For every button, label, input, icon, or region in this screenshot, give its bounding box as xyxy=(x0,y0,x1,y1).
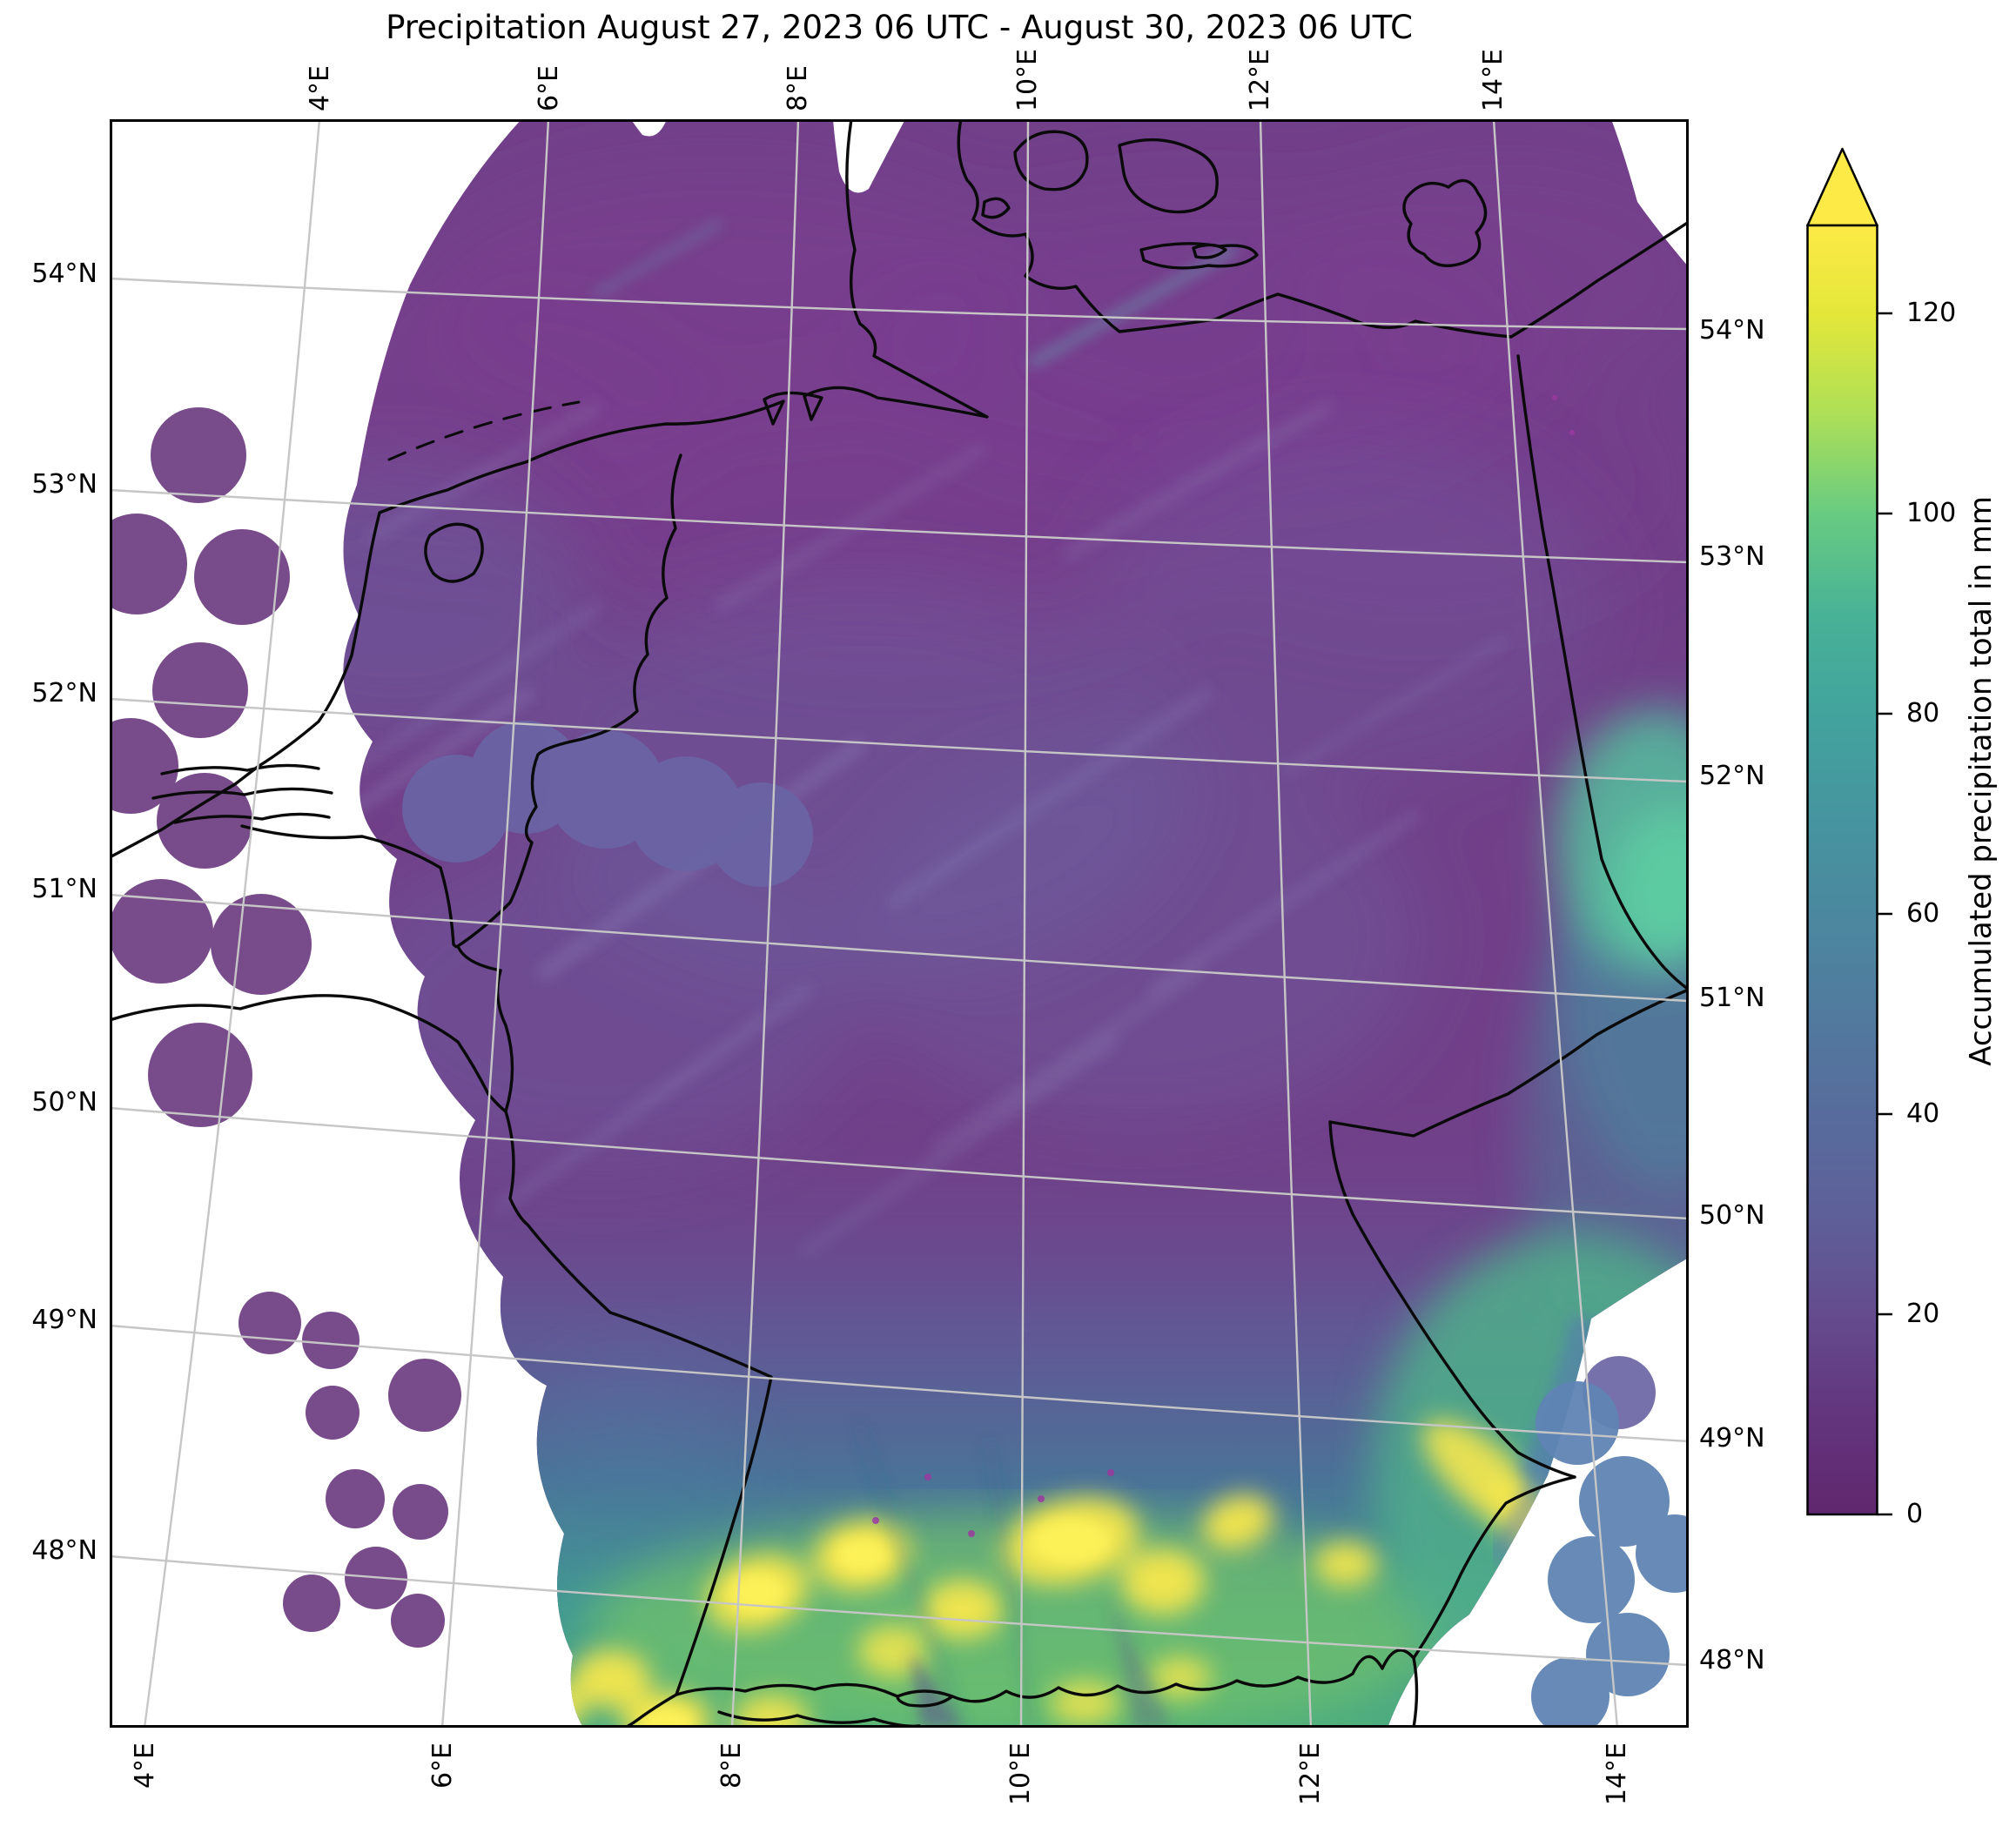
lat-label-right: 52°N xyxy=(1699,761,1765,791)
be-nl-border xyxy=(240,824,460,949)
ijsselmeer xyxy=(424,522,484,583)
colorbar-tick-label: 0 xyxy=(1906,1499,1924,1529)
nl-de-border xyxy=(456,453,682,972)
lon-label-bottom: 12°E xyxy=(1295,1742,1326,1806)
lon-label-top: 12°E xyxy=(1245,48,1275,111)
wadden-islands-dashed xyxy=(387,400,581,461)
ruegen-island xyxy=(1402,178,1488,267)
colorbar-tick-label: 100 xyxy=(1906,498,1957,528)
lat-label-left: 49°N xyxy=(31,1305,97,1335)
colorbar-gradient-bar xyxy=(1806,224,1878,1516)
lat-label-right: 51°N xyxy=(1699,983,1765,1013)
lat-label-right: 49°N xyxy=(1699,1423,1765,1454)
lon-label-bottom: 10°E xyxy=(1005,1742,1036,1806)
plot-title: Precipitation August 27, 2023 06 UTC - A… xyxy=(386,9,1413,46)
lon-label-bottom: 6°E xyxy=(427,1742,458,1789)
colorbar-tick-label: 120 xyxy=(1906,298,1957,328)
map-canvas xyxy=(110,119,1689,1728)
lat-label-left: 54°N xyxy=(31,258,97,289)
lon-label-top: 10°E xyxy=(1012,48,1043,111)
de-ch-at-border xyxy=(675,1475,1576,1708)
lon-label-top: 14°E xyxy=(1478,48,1509,111)
lon-label-bottom: 14°E xyxy=(1602,1742,1632,1806)
colorbar xyxy=(1806,147,1892,1516)
lat-label-right: 53°N xyxy=(1699,541,1765,572)
lon-label-bottom: 4°E xyxy=(130,1742,160,1789)
lon-label-top: 4°E xyxy=(305,64,335,111)
ch-it-border xyxy=(717,1710,921,1728)
be-fr-border xyxy=(110,994,507,1113)
lat-label-left: 51°N xyxy=(31,874,97,904)
pl-de-border xyxy=(1516,354,1689,991)
lat-label-left: 48°N xyxy=(31,1535,97,1566)
delta-squiggles xyxy=(151,763,333,824)
colorbar-tick-label: 60 xyxy=(1906,898,1940,929)
lat-label-right: 54°N xyxy=(1699,315,1765,346)
radar-coverage-circles-blue xyxy=(1531,1381,1689,1728)
graticule xyxy=(110,119,1689,1728)
lon-label-bottom: 8°E xyxy=(716,1742,747,1789)
colorbar-tick-label: 80 xyxy=(1906,698,1940,728)
colorbar-extend-triangle xyxy=(1806,147,1878,227)
lat-label-right: 50°N xyxy=(1699,1200,1765,1231)
at-interior-border xyxy=(1412,1656,1419,1728)
lat-label-left: 53°N xyxy=(31,469,97,500)
colorbar-axis-label: Accumulated precipitation total in mm xyxy=(1964,496,1999,1066)
north-sea-coastline xyxy=(110,119,989,859)
lat-label-right: 48°N xyxy=(1699,1645,1765,1675)
lat-label-left: 52°N xyxy=(31,678,97,708)
danish-islands xyxy=(981,130,1259,270)
colorbar-tick-marks xyxy=(1877,312,1892,1516)
lon-label-top: 8°E xyxy=(783,64,813,111)
radar-coverage-circles-slate xyxy=(402,721,1656,1429)
cz-de-border xyxy=(1328,988,1689,1479)
colorbar-tick-label: 20 xyxy=(1906,1299,1940,1329)
lat-label-left: 50°N xyxy=(31,1087,97,1118)
colorbar-tick-label: 40 xyxy=(1906,1098,1940,1129)
be-de-fr-border xyxy=(495,969,773,1696)
map-frame xyxy=(110,119,1689,1728)
lon-label-top: 6°E xyxy=(534,64,564,111)
